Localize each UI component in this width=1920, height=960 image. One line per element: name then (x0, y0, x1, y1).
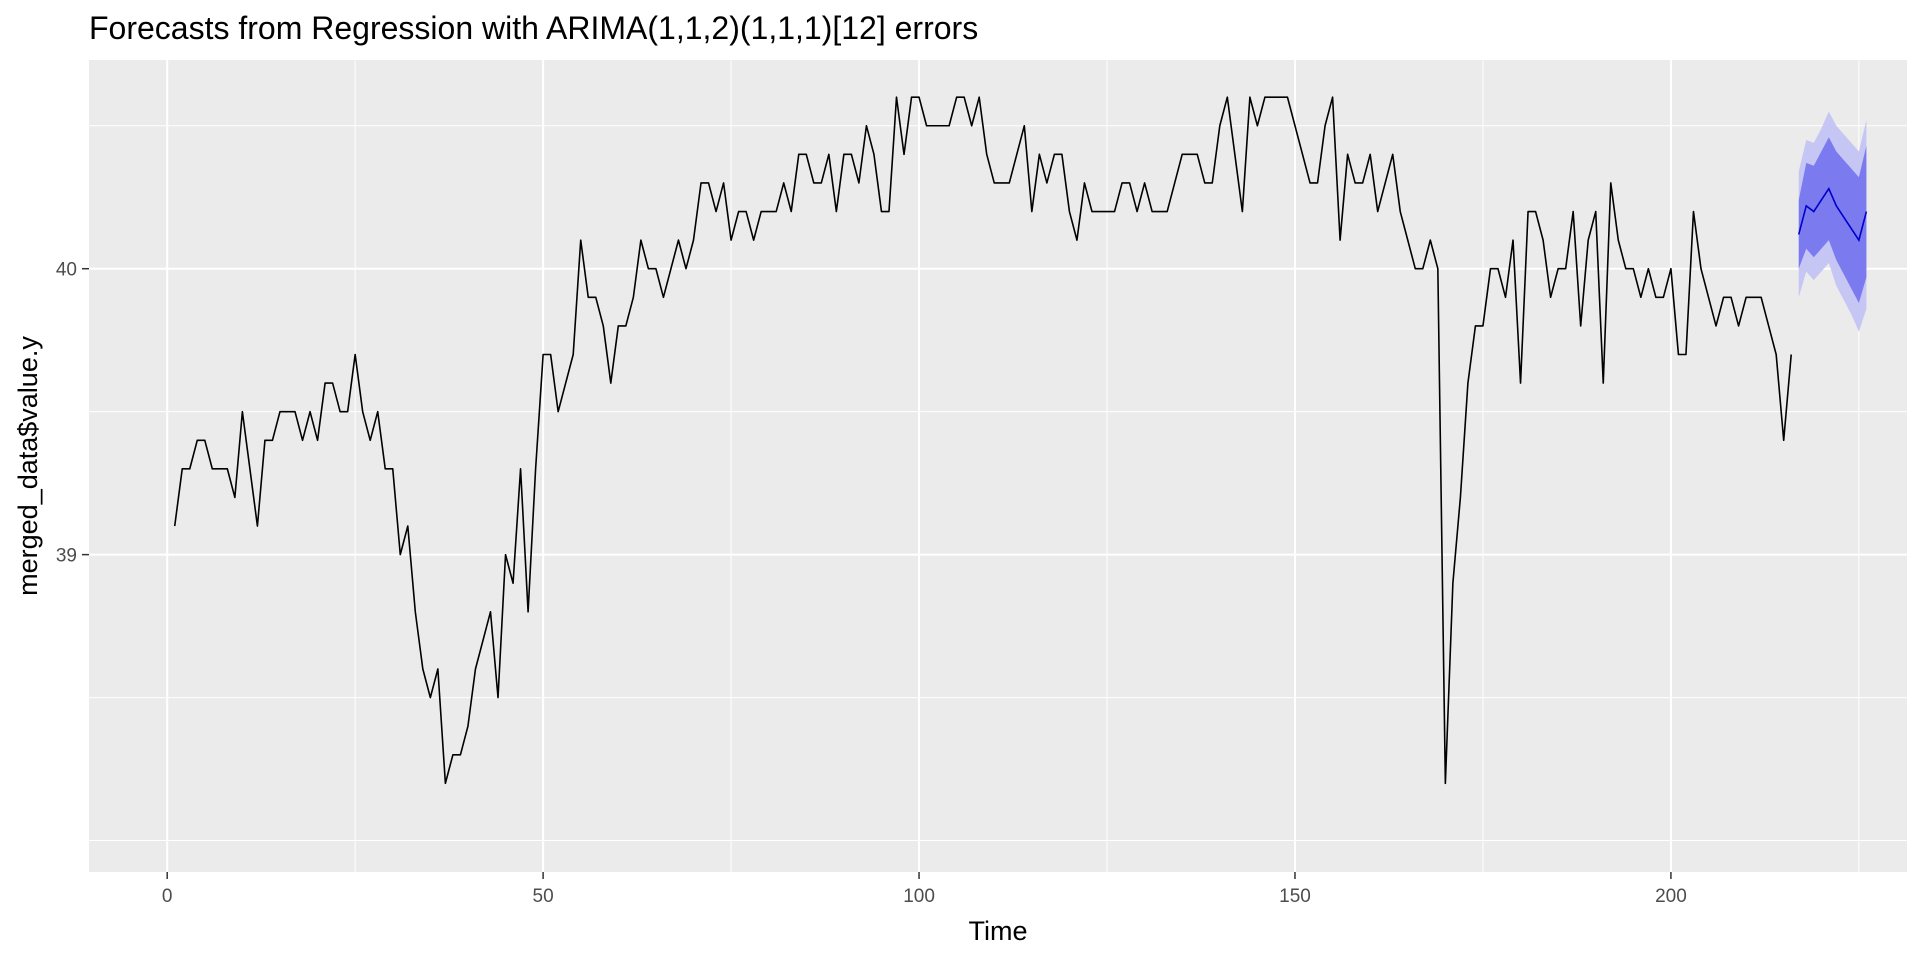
y-tick-label: 40 (56, 260, 77, 281)
tick-labels: 0 50 100 150 200 39 40 (56, 260, 1687, 907)
y-axis-title: merged_data$value.y (13, 336, 43, 596)
series-line (173, 96, 1793, 785)
x-tick-label: 50 (533, 886, 554, 907)
grid-minor (89, 60, 1907, 872)
chart-title: Forecasts from Regression with ARIMA(1,1… (89, 10, 979, 46)
forecast-80-interval (1798, 137, 1867, 304)
x-tick-label: 200 (1655, 886, 1687, 907)
plot-panel (89, 60, 1907, 872)
y-tick-label: 39 (56, 546, 77, 567)
grid-major (89, 60, 1907, 872)
axis-ticks (82, 267, 1672, 879)
x-axis-title: Time (969, 916, 1028, 946)
series-lines (173, 96, 1868, 785)
x-tick-label: 100 (903, 886, 935, 907)
forecast-mean-line (1797, 186, 1868, 243)
x-tick-label: 0 (162, 886, 173, 907)
x-tick-label: 150 (1279, 886, 1311, 907)
forecast-intervals (1798, 111, 1867, 332)
